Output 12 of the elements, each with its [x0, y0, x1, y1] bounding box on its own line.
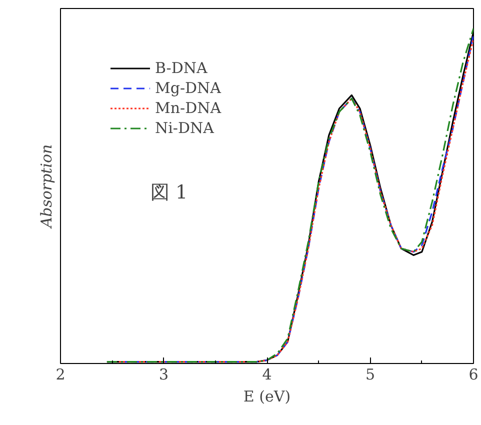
y-axis-title: Absorption	[38, 144, 56, 230]
legend-label: Mn-DNA	[155, 99, 222, 117]
x-tick-label: 2	[56, 366, 66, 384]
x-axis-title: E (eV)	[243, 388, 291, 406]
x-tick-label: 3	[158, 366, 169, 384]
annotation: 図 1	[150, 182, 188, 204]
legend-label: Mg-DNA	[155, 79, 222, 97]
legend-label: B-DNA	[155, 59, 208, 77]
x-tick-label: 5	[365, 366, 376, 384]
legend-label: Ni-DNA	[155, 119, 214, 137]
x-tick-label: 4	[262, 366, 272, 384]
x-tick-label: 6	[468, 366, 478, 384]
